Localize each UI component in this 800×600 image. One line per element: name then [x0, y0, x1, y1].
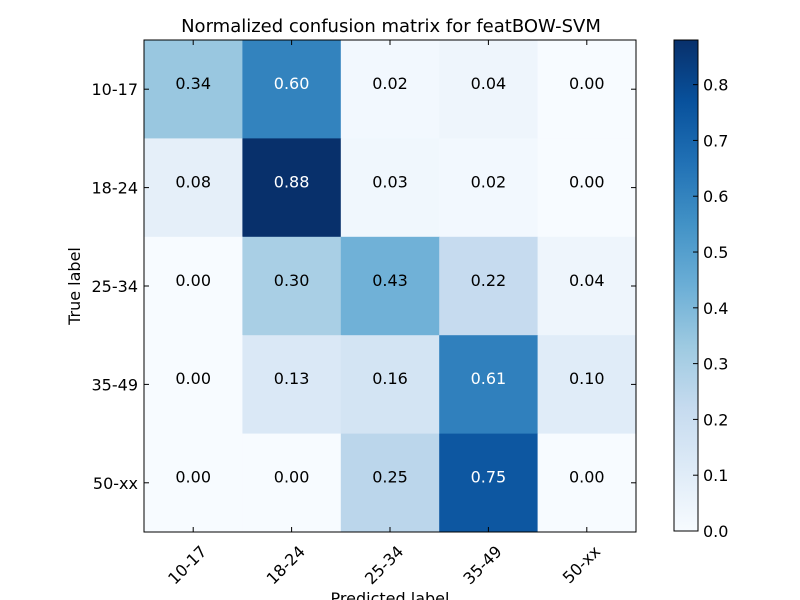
x-tick-label: 50-xx	[559, 542, 604, 587]
cell-value-label: 0.02	[471, 172, 507, 191]
heatmap-cell	[439, 40, 539, 139]
y-tick-label: 35-49	[92, 375, 139, 394]
colorbar: 0.0 0.1 0.2 0.3 0.4 0.5 0.6 0.7 0.8	[673, 39, 728, 541]
cell-value-label: 0.00	[569, 74, 605, 93]
colorbar-tick-label: 0.8	[703, 76, 728, 95]
y-axis-label: True label	[65, 247, 84, 326]
colorbar-gradient	[674, 40, 698, 531]
plot-frame	[143, 39, 637, 533]
heatmap-cell	[340, 335, 440, 435]
cell-value-label: 0.13	[274, 369, 310, 388]
cell-value-label: 0.00	[175, 271, 211, 290]
colorbar-tick-label: 0.4	[703, 299, 728, 318]
colorbar-tick-labels: 0.0 0.1 0.2 0.3 0.4 0.5 0.6 0.7 0.8	[703, 76, 728, 541]
heatmap-cell	[537, 335, 637, 435]
heatmap-cell	[144, 433, 243, 533]
heatmap-cell	[537, 236, 637, 336]
heatmap-cell	[340, 236, 440, 336]
heatmap-cell	[242, 236, 342, 336]
heatmap-cell-labels: 0.34 0.60 0.02 0.04 0.00 0.08 0.88 0.03 0.02 0.00…	[175, 74, 604, 487]
colorbar-tick-label: 0.3	[703, 355, 728, 374]
heatmap-cell	[144, 40, 243, 139]
cell-value-label: 0.10	[569, 369, 605, 388]
y-tick-label: 10-17	[92, 80, 139, 99]
heatmap-cell	[537, 40, 637, 139]
cell-value-label: 0.04	[471, 74, 507, 93]
y-tick-label: 18-24	[92, 179, 139, 198]
x-axis-label: Predicted label	[331, 589, 450, 600]
cell-value-label: 0.75	[471, 468, 507, 487]
cell-value-label: 0.34	[175, 74, 211, 93]
x-tick-label: 25-34	[361, 542, 407, 588]
y-tick-label: 50-xx	[93, 474, 138, 493]
colorbar-tick-label: 0.1	[703, 466, 728, 485]
colorbar-tick-label: 0.5	[703, 243, 728, 262]
cell-value-label: 0.04	[569, 271, 605, 290]
chart-title: Normalized confusion matrix for featBOW-…	[181, 16, 601, 37]
cell-value-label: 0.25	[372, 468, 408, 487]
cell-value-label: 0.43	[372, 271, 408, 290]
cell-value-label: 0.61	[471, 369, 507, 388]
x-tick-label: 18-24	[263, 542, 309, 588]
colorbar-tick-label: 0.0	[703, 522, 728, 541]
x-tick-label: 35-49	[459, 542, 505, 588]
colorbar-tick-label: 0.7	[703, 131, 728, 150]
heatmap-cell	[439, 433, 539, 533]
heatmap-cell	[144, 138, 243, 238]
cell-value-label: 0.16	[372, 369, 408, 388]
colorbar-tick-label: 0.2	[703, 410, 728, 429]
heatmap-cell	[537, 433, 637, 533]
heatmap-cells	[144, 40, 637, 533]
cell-value-label: 0.88	[274, 172, 310, 191]
colorbar-ticks	[693, 84, 698, 532]
cell-value-label: 0.30	[274, 271, 310, 290]
heatmap-cell	[537, 138, 637, 238]
x-tick-labels: 10-17 18-24 25-34 35-49 50-xx	[164, 542, 604, 588]
y-tick-label: 25-34	[92, 277, 139, 296]
cell-value-label: 0.03	[372, 172, 408, 191]
x-tick-label: 10-17	[164, 542, 210, 588]
heatmap-cell	[439, 236, 539, 336]
cell-value-label: 0.08	[175, 172, 211, 191]
heatmap-cell	[340, 138, 440, 238]
cell-value-label: 0.22	[471, 271, 507, 290]
heatmap-cell	[340, 433, 440, 533]
cell-value-label: 0.00	[569, 468, 605, 487]
heatmap-cell	[144, 335, 243, 435]
colorbar-frame	[673, 39, 699, 532]
cell-value-label: 0.00	[569, 172, 605, 191]
heatmap-cell	[242, 433, 342, 533]
heatmap-cell	[242, 138, 342, 238]
cell-value-label: 0.60	[274, 74, 310, 93]
colorbar-tick-label: 0.6	[703, 187, 728, 206]
heatmap-cell	[144, 236, 243, 336]
heatmap-cell	[439, 335, 539, 435]
cell-value-label: 0.00	[175, 468, 211, 487]
heatmap-cell	[340, 40, 440, 139]
heatmap-cell	[439, 138, 539, 238]
axis-ticks	[144, 40, 636, 532]
cell-value-label: 0.00	[274, 468, 310, 487]
cell-value-label: 0.02	[372, 74, 408, 93]
heatmap-cell	[242, 335, 342, 435]
y-tick-labels: 10-17 18-24 25-34 35-49 50-xx	[92, 80, 139, 493]
cell-value-label: 0.00	[175, 369, 211, 388]
heatmap-cell	[242, 40, 342, 139]
